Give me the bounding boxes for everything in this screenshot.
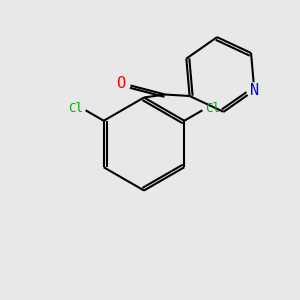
Text: O: O <box>116 76 125 92</box>
Circle shape <box>247 83 262 98</box>
Text: N: N <box>250 83 259 98</box>
Text: Cl: Cl <box>205 102 220 115</box>
Text: Cl: Cl <box>68 102 83 115</box>
